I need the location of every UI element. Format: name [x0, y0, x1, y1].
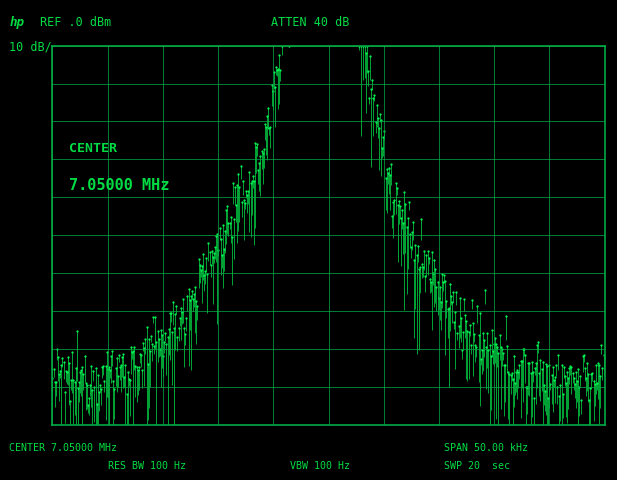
Text: SWP 20  sec: SWP 20 sec [444, 461, 510, 471]
Text: CENTER: CENTER [69, 142, 117, 155]
Text: hp: hp [9, 16, 24, 29]
Text: REF .0 dBm: REF .0 dBm [40, 16, 111, 29]
Text: CENTER 7.05000 MHz: CENTER 7.05000 MHz [9, 443, 117, 453]
Text: VBW 100 Hz: VBW 100 Hz [290, 461, 350, 471]
Text: SPAN 50.00 kHz: SPAN 50.00 kHz [444, 443, 528, 453]
Text: ATTEN 40 dB: ATTEN 40 dB [271, 16, 350, 29]
Text: 10 dB/: 10 dB/ [9, 40, 52, 53]
Text: 7.05000 MHz: 7.05000 MHz [69, 178, 170, 192]
Text: RES BW 100 Hz: RES BW 100 Hz [108, 461, 186, 471]
